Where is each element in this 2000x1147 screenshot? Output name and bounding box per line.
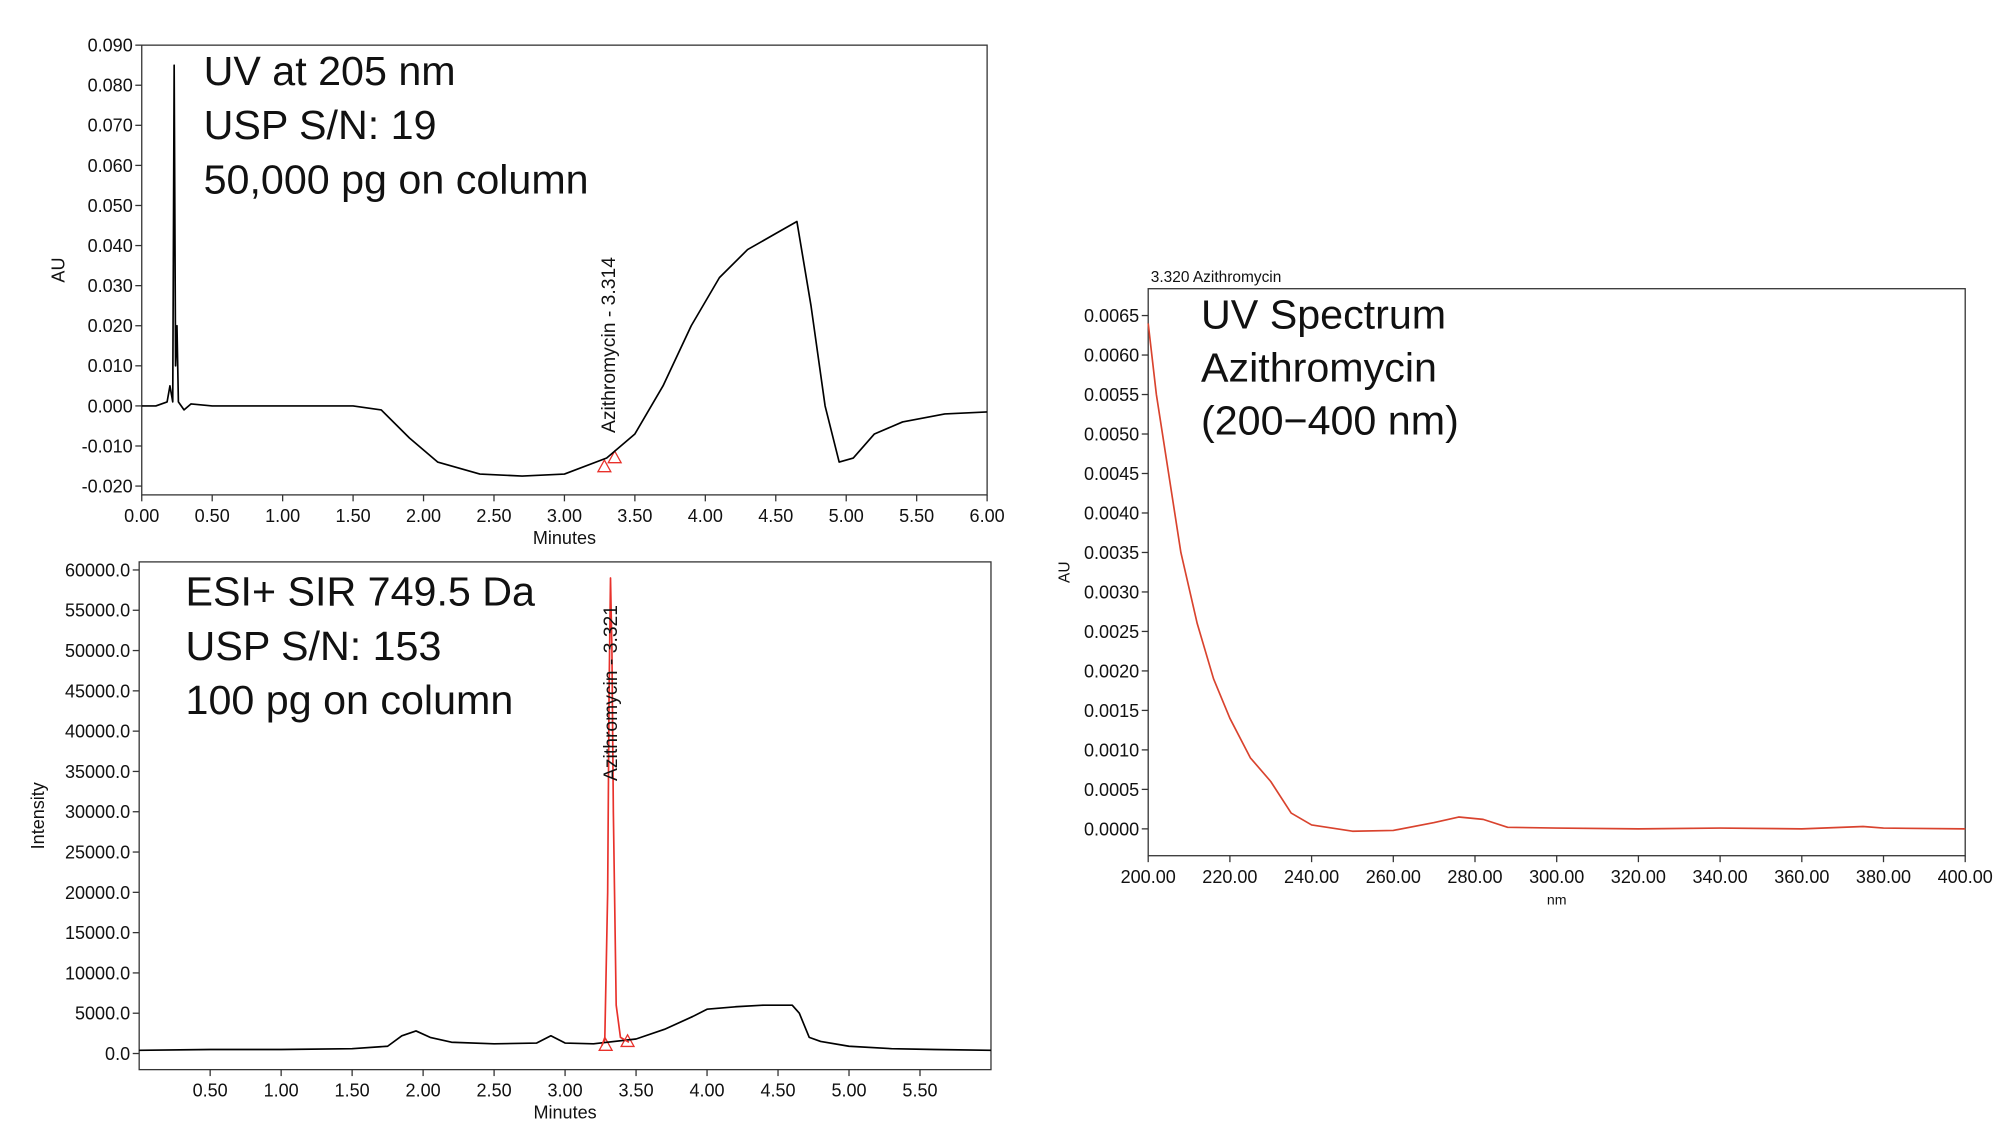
y-tick-label: 5000.0 (75, 1004, 130, 1024)
annotation: Azithromycin (1201, 344, 1437, 390)
y-tick-label: 35000.0 (65, 762, 130, 782)
data-line (1147, 323, 1966, 833)
y-tick-label: 15000.0 (65, 923, 130, 943)
x-tick-label: 4.50 (758, 506, 793, 526)
x-tick-label: 3.50 (619, 1081, 654, 1101)
y-tick-label: 0.0005 (1084, 780, 1139, 800)
y-tick-label: 0.040 (88, 236, 133, 256)
x-tick-label: 4.00 (689, 1081, 724, 1101)
x-tick-label: 380.00 (1856, 867, 1911, 887)
x-axis-label: nm (1547, 893, 1567, 909)
y-tick-label: 40000.0 (65, 722, 130, 742)
x-tick-label: 1.50 (335, 1081, 370, 1101)
x-tick-label: 2.50 (477, 1081, 512, 1101)
y-tick-label: 0.090 (88, 36, 133, 56)
data-line (601, 577, 630, 1046)
chart-title: 3.320 Azithromycin (1151, 269, 1282, 286)
y-tick-label: 0.0 (105, 1044, 130, 1064)
annotation: USP S/N: 153 (186, 623, 442, 669)
x-tick-label: 280.00 (1447, 867, 1502, 887)
annotation: (200−400 nm) (1201, 397, 1459, 443)
x-tick-label: 2.50 (476, 506, 511, 526)
y-tick-label: 45000.0 (65, 681, 130, 701)
y-tick-label: 10000.0 (65, 963, 130, 983)
y-tick-label: -0.020 (82, 477, 133, 497)
x-tick-label: 5.00 (829, 506, 864, 526)
x-tick-label: 400.00 (1938, 867, 1993, 887)
x-tick-label: 340.00 (1693, 867, 1748, 887)
x-tick-label: 260.00 (1366, 867, 1421, 887)
y-tick-label: 0.0025 (1084, 622, 1139, 642)
x-tick-label: 3.00 (548, 1081, 583, 1101)
y-tick-label: 0.030 (88, 276, 133, 296)
y-tick-label: 0.0000 (1084, 819, 1139, 839)
x-tick-label: 5.50 (899, 506, 934, 526)
x-tick-label: 360.00 (1774, 867, 1829, 887)
annotation: 50,000 pg on column (204, 156, 589, 202)
y-tick-label: 0.060 (88, 156, 133, 176)
x-tick-label: 3.50 (617, 506, 652, 526)
y-tick-label: 55000.0 (65, 601, 130, 621)
x-tick-label: 4.00 (688, 506, 723, 526)
y-tick-label: 0.0050 (1084, 424, 1139, 444)
y-tick-label: 0.050 (88, 196, 133, 216)
annotation: 100 pg on column (186, 677, 514, 723)
x-tick-label: 1.00 (264, 1081, 299, 1101)
data-line (141, 64, 988, 477)
y-tick-label: 25000.0 (65, 842, 130, 862)
x-tick-label: 320.00 (1611, 867, 1666, 887)
annotation: USP S/N: 19 (204, 102, 437, 148)
x-tick-label: 2.00 (406, 1081, 441, 1101)
y-tick-label: 0.0045 (1084, 464, 1139, 484)
y-axis-label: Intensity (28, 782, 48, 849)
x-tick-label: 0.50 (195, 506, 230, 526)
x-tick-label: 4.50 (760, 1081, 795, 1101)
y-tick-label: 60000.0 (65, 560, 130, 580)
annotation: UV Spectrum (1201, 292, 1446, 338)
x-tick-label: 1.00 (265, 506, 300, 526)
x-tick-label: 240.00 (1284, 867, 1339, 887)
y-tick-label: 0.000 (88, 396, 133, 416)
y-tick-label: 30000.0 (65, 802, 130, 822)
x-tick-label: 220.00 (1202, 867, 1257, 887)
y-tick-label: 50000.0 (65, 641, 130, 661)
x-tick-label: 300.00 (1529, 867, 1584, 887)
x-tick-label: 5.50 (902, 1081, 937, 1101)
x-axis-label: Minutes (534, 1103, 597, 1123)
y-tick-label: 20000.0 (65, 883, 130, 903)
y-tick-label: 0.070 (88, 116, 133, 136)
y-tick-label: 0.080 (88, 76, 133, 96)
x-tick-label: 3.00 (547, 506, 582, 526)
y-tick-label: 0.0020 (1084, 661, 1139, 681)
peak-label: Azithromycin - 3.321 (601, 605, 622, 781)
x-tick-label: 0.50 (193, 1081, 228, 1101)
data-line (139, 1004, 991, 1052)
y-tick-label: -0.010 (82, 436, 133, 456)
x-tick-label: 2.00 (406, 506, 441, 526)
x-tick-label: 200.00 (1121, 867, 1176, 887)
y-tick-label: 0.0035 (1084, 543, 1139, 563)
y-axis-label: AU (48, 257, 68, 282)
x-tick-label: 6.00 (970, 506, 1005, 526)
x-axis-label: Minutes (533, 528, 596, 548)
y-tick-label: 0.0055 (1084, 385, 1139, 405)
x-tick-label: 1.50 (336, 506, 371, 526)
x-tick-label: 5.00 (831, 1081, 866, 1101)
y-tick-label: 0.020 (88, 316, 133, 336)
y-axis-label: AU (1057, 561, 1074, 582)
x-tick-label: 0.00 (124, 506, 159, 526)
y-tick-label: 0.0065 (1084, 306, 1139, 326)
y-tick-label: 0.0060 (1084, 345, 1139, 365)
peak-label: Azithromycin - 3.314 (599, 257, 620, 433)
y-tick-label: 0.0030 (1084, 582, 1139, 602)
y-tick-label: 0.0010 (1084, 740, 1139, 760)
y-tick-label: 0.0015 (1084, 701, 1139, 721)
y-tick-label: 0.0040 (1084, 503, 1139, 523)
y-tick-label: 0.010 (88, 356, 133, 376)
annotation: ESI+ SIR 749.5 Da (186, 569, 535, 615)
annotation: UV at 205 nm (204, 48, 456, 94)
